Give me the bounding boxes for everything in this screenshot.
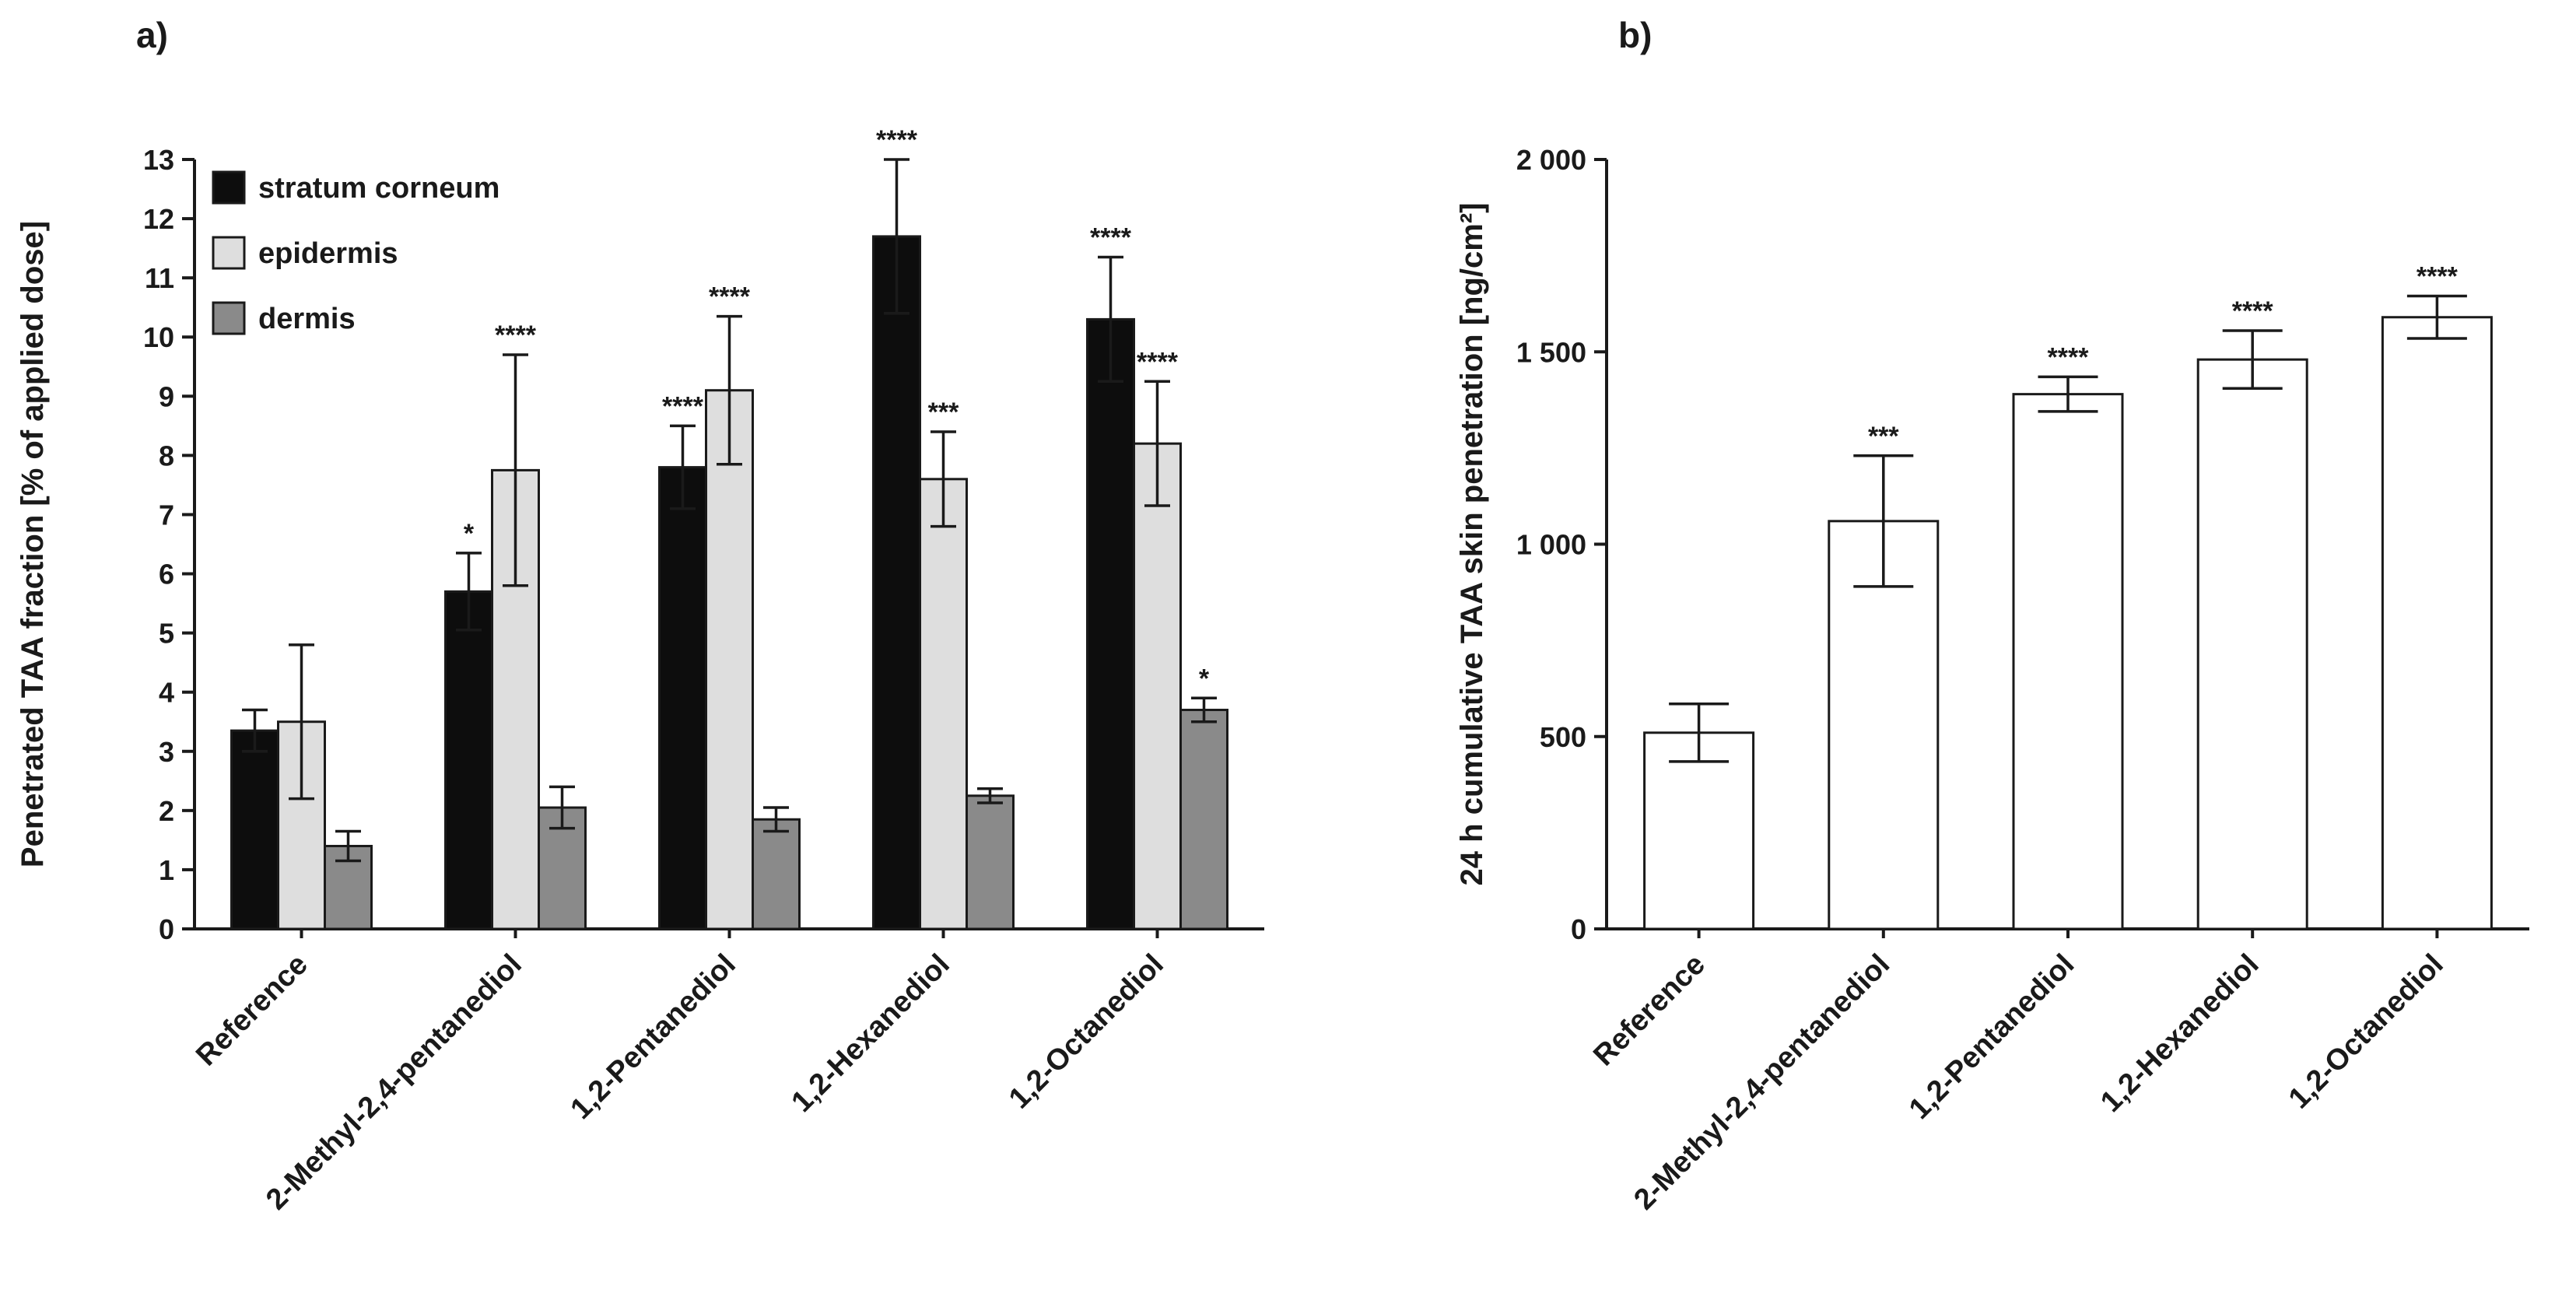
y-tick-label: 8 [159,440,174,471]
significance-label: **** [2048,342,2090,372]
y-tick-label: 9 [159,380,174,412]
significance-label: **** [2417,262,2459,292]
significance-label: **** [709,282,751,312]
chart-b-cumulative-skin-penetration: 0 500 1 000 1 500 2 000 24 h cumulative TAA s… [1455,144,2529,1216]
significance-label: **** [662,391,704,421]
legend-swatch [212,170,246,205]
bar [2012,393,2124,930]
y-tick-label: 3 [159,736,174,768]
y-tick-label: 10 [143,321,174,353]
y-tick-label: 1 000 [1516,529,1586,561]
significance-label: **** [1137,347,1179,377]
x-tick-label: 1,2-Pentanediol [1903,948,2080,1126]
y-tick-label: 7 [159,499,174,531]
significance-label: *** [1868,422,1899,451]
panel-b-label: b) [1618,15,1652,55]
significance-label: *** [928,398,959,427]
x-tick-label: 1,2-Hexanediol [2094,948,2265,1119]
x-tick-label: Reference [190,948,314,1073]
legend-label: epidermis [258,237,398,270]
legend-swatch [212,236,246,270]
bar [919,478,968,930]
y-tick-label: 500 [1540,721,1586,753]
y-tick-label: 0 [1571,913,1586,945]
y-tick-label: 12 [143,203,174,235]
significance-label: **** [1090,223,1132,253]
x-tick-label: 1,2-Octanediol [2283,948,2450,1116]
x-tick-label: 1,2-Pentanediol [565,948,742,1126]
bar [1643,731,1755,930]
legend-swatch [212,301,246,335]
bar [444,590,493,930]
significance-label: **** [876,125,918,155]
bar [2196,358,2308,930]
x-tick-label: 1,2-Octanediol [1003,948,1170,1116]
bar [1133,442,1182,930]
bar [705,389,754,930]
y-tick-label: 11 [145,262,174,294]
bar [752,818,801,930]
legend-label: stratum corneum [258,172,499,205]
y-tick-label: 1 500 [1516,336,1586,368]
panel-a-label: a) [136,15,168,55]
y-tick-label: 13 [143,144,174,176]
significance-label: **** [2232,296,2274,326]
bar [2381,316,2493,930]
x-tick-label: 1,2-Hexanediol [786,948,956,1119]
significance-label: **** [495,321,537,350]
significance-label: * [464,519,475,548]
y-axis-title: 24 h cumulative TAA skin penetration [ng… [1455,203,1489,886]
bar [230,729,279,930]
bar [1179,709,1228,930]
y-tick-label: 2 000 [1516,144,1586,176]
y-tick-label: 6 [159,559,174,590]
bar [658,466,707,930]
y-tick-label: 0 [159,913,174,945]
y-axis-title: Penetrated TAA fraction [% of applied do… [16,221,50,867]
bar [1086,317,1135,930]
y-tick-label: 4 [159,677,174,709]
y-tick-label: 2 [159,795,174,827]
x-tick-label: 2-Methyl-2,4-pentanediol [260,948,528,1217]
y-tick-label: 1 [159,854,174,886]
legend-label: dermis [258,303,356,335]
x-tick-label: Reference [1587,948,1712,1073]
bar [872,235,921,930]
significance-label: * [1199,664,1210,693]
y-tick-label: 5 [159,618,174,650]
bar [966,794,1015,930]
